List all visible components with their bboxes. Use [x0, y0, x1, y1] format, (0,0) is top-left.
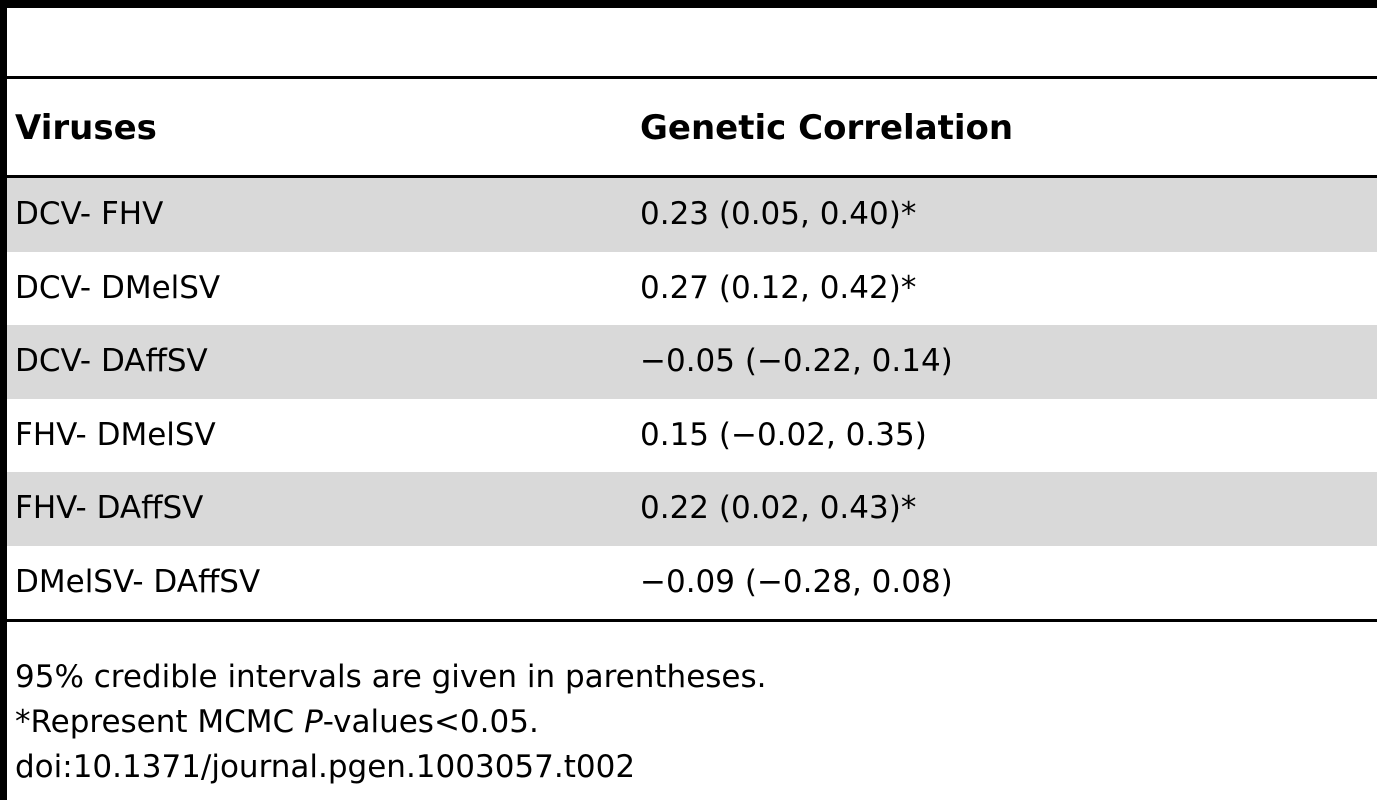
header-top-rule — [7, 76, 1377, 79]
header-viruses: Viruses — [15, 108, 157, 148]
table-top-rule — [7, 0, 1377, 8]
footnote-mcmc-suffix: -values<0.05. — [322, 704, 539, 740]
table-row: DMelSV- DAffSV −0.09 (−0.28, 0.08) — [7, 546, 1377, 620]
footnote-mcmc-p: P — [304, 704, 323, 740]
cell-viruses: DMelSV- DAffSV — [15, 563, 261, 600]
footnote-credible-intervals: 95% credible intervals are given in pare… — [15, 659, 767, 695]
table-bottom-rule — [7, 619, 1377, 622]
cell-correlation: 0.23 (0.05, 0.40)* — [640, 196, 917, 232]
table-row: DCV- DMelSV 0.27 (0.12, 0.42)* — [7, 252, 1377, 326]
cell-viruses: FHV- DAffSV — [15, 490, 204, 526]
header-bottom-rule — [7, 175, 1377, 178]
cell-correlation: −0.09 (−0.28, 0.08) — [640, 563, 953, 600]
footnote-mcmc: *Represent MCMC P-values<0.05. — [15, 700, 767, 745]
table-header-row: Viruses Genetic Correlation — [7, 79, 1377, 175]
left-border-bar — [0, 0, 7, 800]
table-footnotes: 95% credible intervals are given in pare… — [15, 655, 767, 790]
table-row: FHV- DAffSV 0.22 (0.02, 0.43)* — [7, 472, 1377, 546]
cell-correlation: 0.15 (−0.02, 0.35) — [640, 416, 927, 453]
table-row: DCV- DAffSV −0.05 (−0.22, 0.14) — [7, 325, 1377, 399]
cell-viruses: DCV- DMelSV — [15, 269, 221, 306]
cell-viruses: DCV- DAffSV — [15, 343, 208, 379]
table-row: FHV- DMelSV 0.15 (−0.02, 0.35) — [7, 399, 1377, 473]
cell-viruses: DCV- FHV — [15, 196, 164, 232]
doi-link[interactable]: doi:10.1371/journal.pgen.1003057.t002 — [15, 749, 636, 785]
cell-correlation: 0.22 (0.02, 0.43)* — [640, 490, 917, 526]
header-genetic-correlation: Genetic Correlation — [640, 108, 1014, 148]
table-body: DCV- FHV 0.23 (0.05, 0.40)* DCV- DMelSV … — [7, 178, 1377, 619]
table-row: DCV- FHV 0.23 (0.05, 0.40)* — [7, 178, 1377, 252]
cell-correlation: 0.27 (0.12, 0.42)* — [640, 269, 917, 306]
cell-viruses: FHV- DMelSV — [15, 416, 216, 453]
footnote-mcmc-prefix: *Represent MCMC — [15, 704, 305, 740]
cell-correlation: −0.05 (−0.22, 0.14) — [640, 343, 953, 379]
